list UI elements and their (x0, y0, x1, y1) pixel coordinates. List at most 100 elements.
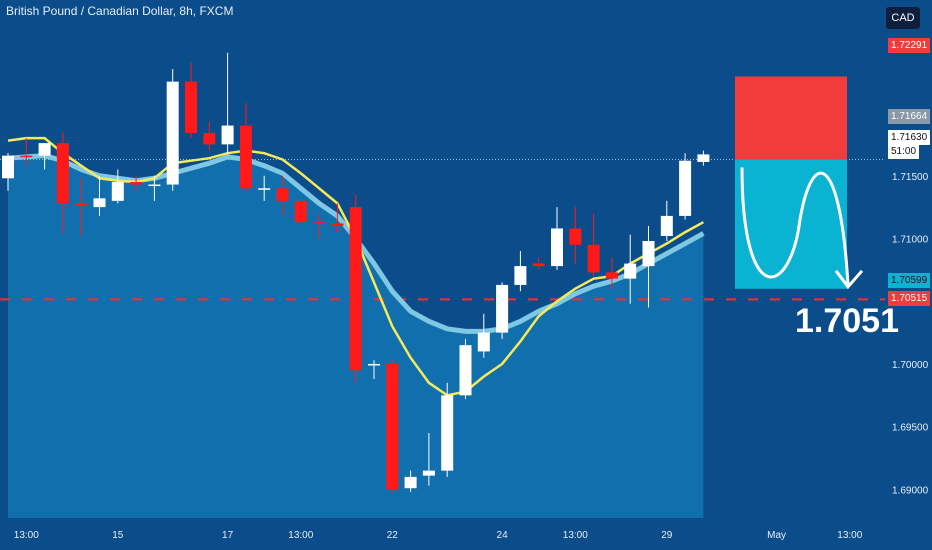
candle[interactable] (459, 338, 472, 400)
x-tick-label: 29 (661, 530, 673, 541)
candle-body-bull (422, 470, 435, 476)
candle-body-bull (477, 332, 490, 352)
candle-body-bull (258, 188, 271, 190)
arrow-head-icon (834, 269, 864, 290)
candle[interactable] (660, 200, 673, 242)
x-tick-label: May (767, 530, 786, 541)
y-tick-label: 1.69000 (892, 485, 929, 496)
candle[interactable] (313, 213, 326, 239)
y-tick-label: 1.70000 (892, 360, 929, 371)
candle[interactable] (624, 234, 637, 304)
target-price-annotation: 1.7051 (795, 302, 899, 340)
candle-body-bull (697, 154, 710, 162)
candle-body-bull (551, 228, 563, 267)
x-tick-label: 17 (222, 530, 234, 541)
candle[interactable] (386, 360, 399, 494)
candle[interactable] (276, 175, 289, 216)
candle-body-bear (239, 125, 252, 189)
y-tick-label: 1.69500 (892, 423, 929, 434)
candle-body-bull (404, 476, 417, 489)
candle-layer[interactable] (2, 52, 710, 494)
candle[interactable] (75, 178, 88, 236)
candle[interactable] (569, 207, 582, 264)
chart-title: British Pound / Canadian Dollar, 8h, FXC… (6, 4, 234, 18)
candle[interactable] (239, 102, 252, 191)
candle[interactable] (331, 203, 344, 233)
candle[interactable] (404, 470, 417, 492)
x-tick-label: 13:00 (288, 530, 313, 541)
candle[interactable] (532, 257, 545, 270)
candle-body-bear (605, 272, 618, 279)
candle[interactable] (496, 282, 509, 339)
candle[interactable] (93, 175, 106, 216)
candle[interactable] (697, 150, 710, 166)
candle-body-bull (221, 125, 234, 145)
candle-body-bull (679, 160, 692, 216)
candle[interactable] (203, 121, 216, 151)
y-tick-label: 1.71000 (892, 234, 929, 245)
currency-button[interactable]: CAD (886, 7, 920, 29)
x-tick-label: 13:00 (14, 530, 39, 541)
price-label-last: 1.71664 (888, 109, 931, 124)
candle-body-bear (185, 81, 197, 134)
candle-body-bear (20, 155, 33, 158)
x-tick-label: 15 (112, 530, 124, 541)
candle-body-bear (587, 244, 600, 273)
candle[interactable] (422, 432, 435, 486)
y-tick-label: 1.71500 (892, 172, 929, 183)
price-label-countdown: 51:00 (888, 144, 920, 159)
candle[interactable] (111, 169, 124, 204)
candle-body-bull (624, 263, 637, 279)
candle-body-bull (166, 81, 179, 185)
projection-wave-arrow (740, 167, 850, 285)
candle-body-bull (459, 345, 472, 396)
candle-body-bull (2, 155, 14, 179)
position-tool[interactable] (735, 76, 864, 290)
candle[interactable] (166, 69, 179, 191)
candle-body-bear (349, 207, 362, 371)
price-label-red-line: 1.70515 (888, 291, 931, 306)
candle-body-bull (148, 184, 161, 187)
candle[interactable] (221, 52, 234, 155)
candle[interactable] (551, 207, 563, 270)
x-tick-label: 13:00 (837, 530, 862, 541)
candle[interactable] (349, 194, 362, 383)
candle-body-bear (130, 182, 143, 185)
reference-lines (0, 158, 885, 301)
candle-body-bull (441, 395, 454, 471)
x-axis: 13:00 15 17 13:00 22 24 13:00 29 May 13:00 (14, 530, 863, 541)
candle[interactable] (679, 153, 692, 220)
candle-body-bull (514, 266, 527, 285)
candle[interactable] (587, 213, 600, 277)
candle[interactable] (2, 153, 14, 191)
candle[interactable] (148, 175, 161, 201)
candle[interactable] (294, 200, 307, 223)
candle[interactable] (56, 131, 69, 234)
price-label-current: 1.71630 (888, 130, 931, 145)
candle-body-bear (203, 133, 216, 145)
candle-body-bull (496, 284, 509, 333)
candle[interactable] (130, 175, 143, 191)
candle-body-bear (75, 203, 88, 206)
candle[interactable] (514, 251, 527, 292)
candle-body-bull (642, 241, 655, 267)
price-label-target-top: 1.72291 (888, 38, 931, 53)
candle-body-bear (331, 223, 344, 226)
candle-body-bear (276, 188, 289, 201)
candle[interactable] (642, 225, 655, 308)
candle[interactable] (605, 257, 618, 289)
candle[interactable] (441, 382, 454, 477)
candle[interactable] (38, 143, 51, 170)
candle-body-bear (56, 143, 69, 204)
candle-body-bear (386, 363, 399, 490)
x-tick-label: 13:00 (563, 530, 588, 541)
candle[interactable] (368, 360, 380, 380)
candle[interactable] (20, 138, 33, 166)
candle[interactable] (477, 313, 490, 358)
candle-body-bull (660, 215, 673, 236)
x-tick-label: 22 (387, 530, 399, 541)
candle[interactable] (185, 62, 197, 139)
candle[interactable] (258, 175, 271, 201)
stop-loss-zone[interactable] (735, 76, 847, 160)
